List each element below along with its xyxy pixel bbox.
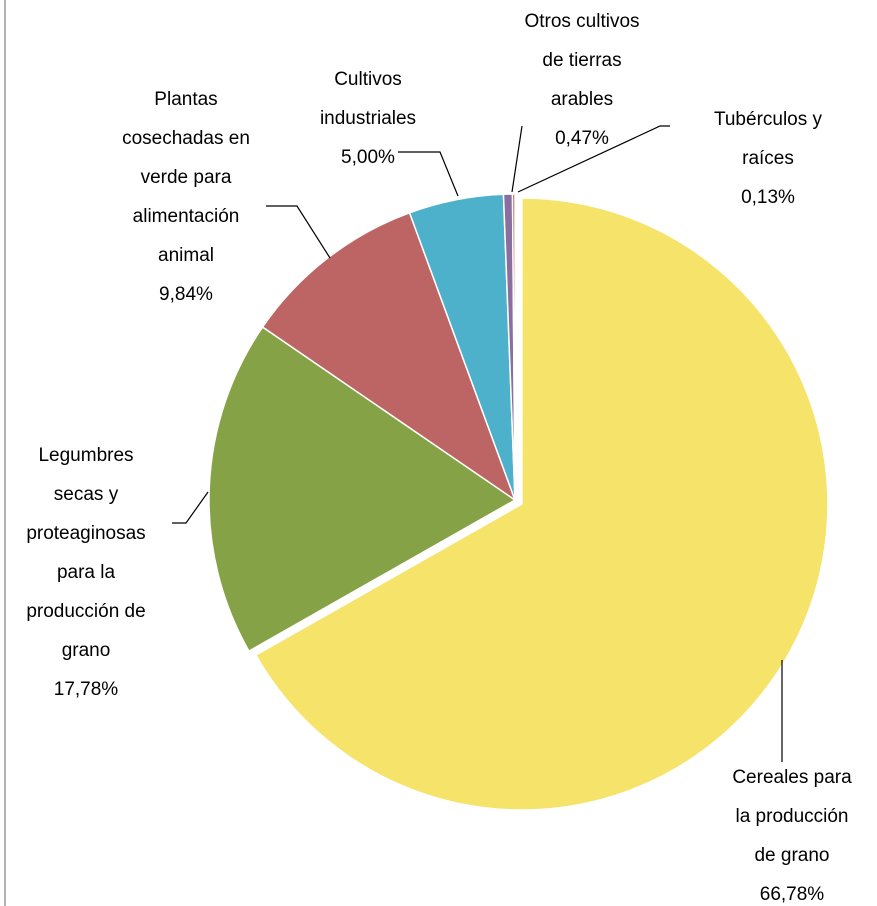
data-label: Plantas cosechadas en verde para aliment… (122, 80, 250, 314)
value-label: 66,78% (759, 884, 825, 905)
data-label: Otros cultivos de tierras arables 0,47% (524, 2, 639, 158)
pie-slice (208, 326, 517, 653)
data-label: Cereales para la producción de grano 66,7… (732, 758, 851, 906)
leader-line (517, 125, 670, 193)
leader-line (266, 205, 331, 259)
value-label: 0,47% (555, 128, 609, 149)
value-label: 9,84% (159, 284, 213, 305)
data-label: Tubérculos y raíces 0,13% (714, 100, 822, 217)
leader-line (398, 151, 459, 197)
pie-slice (511, 193, 516, 501)
category-label: Legumbres secas y proteaginosas para la … (26, 445, 146, 661)
data-label: Cultivos industriales 5,00% (320, 60, 416, 177)
category-label: Cereales para la producción de grano (732, 767, 852, 866)
category-label: Cultivos industriales (319, 69, 417, 129)
data-label: Legumbres secas y proteaginosas para la … (26, 436, 145, 709)
value-label: 0,13% (741, 187, 795, 208)
leader-line (172, 491, 209, 524)
category-label: Otros cultivos de tierras arables (524, 11, 640, 110)
value-label: 5,00% (341, 147, 395, 168)
pie-slice (254, 197, 829, 811)
category-label: Tubérculos y raíces (713, 109, 823, 169)
leader-line (511, 125, 523, 193)
value-label: 17,78% (53, 679, 119, 700)
pie-slice (261, 211, 517, 502)
category-label: Plantas cosechadas en verde para aliment… (122, 89, 250, 266)
